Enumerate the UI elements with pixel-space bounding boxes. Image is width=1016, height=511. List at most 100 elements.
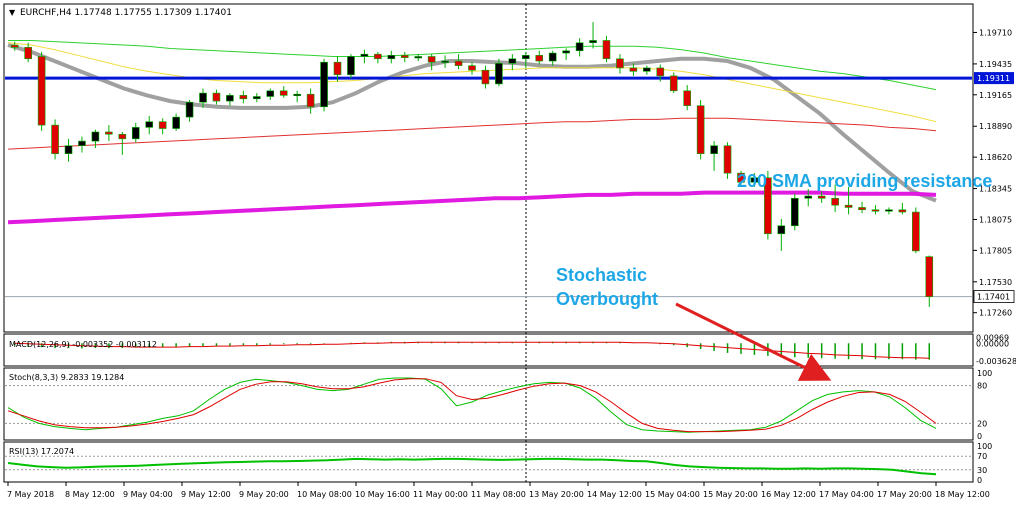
candle-body [266,90,275,97]
time-tick-label: 11 May 08:00 [471,490,526,499]
last-price-tick: 1.17401 [977,293,1010,302]
candle-body [656,67,665,77]
candle-body [750,177,759,183]
candle-body [24,47,32,60]
candle-body [790,198,799,227]
candle-body [737,172,745,183]
stoch-tick-label: 20 [977,419,987,428]
candle-body [10,44,19,48]
candle-body [131,127,140,140]
candle-body [105,131,113,135]
price-tick-label: 1.18345 [979,185,1012,194]
candle-body [427,56,436,63]
price-tick-label: 1.19710 [979,28,1012,37]
candle-body [468,65,476,71]
price-tick-label: 1.17260 [979,309,1012,318]
axis-layer: 1.19710 1.19435 1.19311 1.19165 1.18890 1.186… [7,28,1016,499]
candle-body [925,256,934,297]
candle-body [858,207,866,211]
macd-signal-line [14,341,930,359]
candle-body [279,90,288,96]
candle-body [37,56,46,126]
macd-tick-label: -0.003628 [976,357,1016,366]
time-tick-label: 7 May 2018 [7,490,54,499]
candle-body [817,195,826,199]
candle-body [616,58,624,69]
candle-body [521,55,530,60]
candle-body [562,50,570,54]
candle-body [764,177,772,235]
resistance-price-tick: 1.19311 [977,74,1010,83]
time-tick-label: 16 May 12:00 [761,490,816,499]
candle-body [831,198,839,206]
candle-body [51,124,59,155]
candle-body [253,96,261,100]
rsi-tick-label: 100 [977,442,992,451]
candle-body [602,40,611,60]
candle-body [145,121,154,128]
macd-tick-label: 0.00000 [976,339,1009,348]
candle-body [158,121,167,129]
candle-body [212,92,221,102]
candle-body [643,67,651,72]
candle-body [360,53,369,57]
stoch-signal-line [7,378,937,433]
time-tick-label: 8 May 12:00 [65,490,115,499]
candle-body [118,133,127,140]
rsi-panel [3,441,974,483]
sma_200-line [7,190,937,225]
price-tick-label: 1.17805 [979,246,1012,255]
rsi-layer [5,455,972,476]
symbol-header: EURCHF,H4 1.17748 1.17755 1.17309 1.1740… [20,8,232,18]
candle-body [78,140,86,146]
candle-body [696,105,705,155]
candle-body [589,40,597,44]
candle-body [347,56,355,76]
dropdown-triangle-icon[interactable]: ▼ [9,8,16,17]
stoch-layer [5,377,972,433]
candle-body [374,53,382,60]
stoch-main-line [7,377,937,433]
price-tick-label: 1.19165 [979,91,1012,100]
price-tick-label: 1.18620 [979,153,1012,162]
time-tick-label: 15 May 04:00 [645,490,700,499]
candle-body [912,211,920,252]
sma_red-line [7,117,937,150]
annotation-arrow [675,302,832,381]
candle-body [508,58,517,64]
candle-body [226,95,234,102]
candle-body [777,225,786,235]
rsi-tick-label: 30 [977,466,987,475]
stoch-label: Stoch(8,3,3) 9.2833 19.1284 [9,373,124,382]
time-tick-label: 10 May 16:00 [355,490,410,499]
candle-body [495,63,503,85]
candle-body [387,55,396,60]
candle-body [454,60,463,66]
macd-panel [3,333,974,367]
candle-body [414,56,423,59]
macd-tick-label: 0.00969 [976,334,1009,343]
candle-body [481,69,490,85]
candle-body [333,61,342,76]
candle-body [844,204,853,208]
candle-body [710,145,718,155]
time-tick-label: 9 May 12:00 [181,490,231,499]
time-tick-label: 11 May 00:00 [413,490,468,499]
candle-body [548,52,557,62]
rsi-line [7,457,937,476]
sma-annotation: 200 SMA providing resistance [737,171,992,191]
candle-body [199,92,207,103]
time-tick-label: 9 May 20:00 [239,490,289,499]
time-tick-label: 14 May 12:00 [587,490,642,499]
candle-body [629,67,638,72]
rsi-label: RSI(13) 17.2074 [9,447,74,456]
time-tick-label: 18 May 12:00 [935,490,990,499]
candle-body [575,42,584,52]
stoch-annotation-line2: Overbought [556,289,658,309]
price-tick-label: 1.19435 [979,60,1012,69]
time-tick-label: 17 May 04:00 [819,490,874,499]
candle-body [185,101,194,118]
stoch-tick-label: 80 [977,382,987,391]
sma_green-line [8,40,937,91]
